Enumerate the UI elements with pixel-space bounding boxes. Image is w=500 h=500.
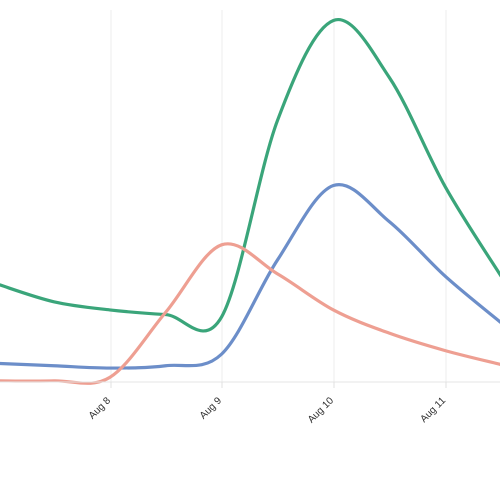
series-layer (0, 17, 500, 385)
x-tick-label: Aug 8 (87, 395, 114, 422)
x-tick-label: Aug 9 (198, 395, 225, 422)
x-tick-label: Aug 10 (306, 395, 336, 425)
grid-layer (110, 10, 447, 382)
x-tick-label: Aug 11 (418, 395, 448, 425)
series-blue-line (0, 183, 500, 370)
series-green-line (0, 17, 500, 333)
series-pink-line (0, 242, 500, 385)
